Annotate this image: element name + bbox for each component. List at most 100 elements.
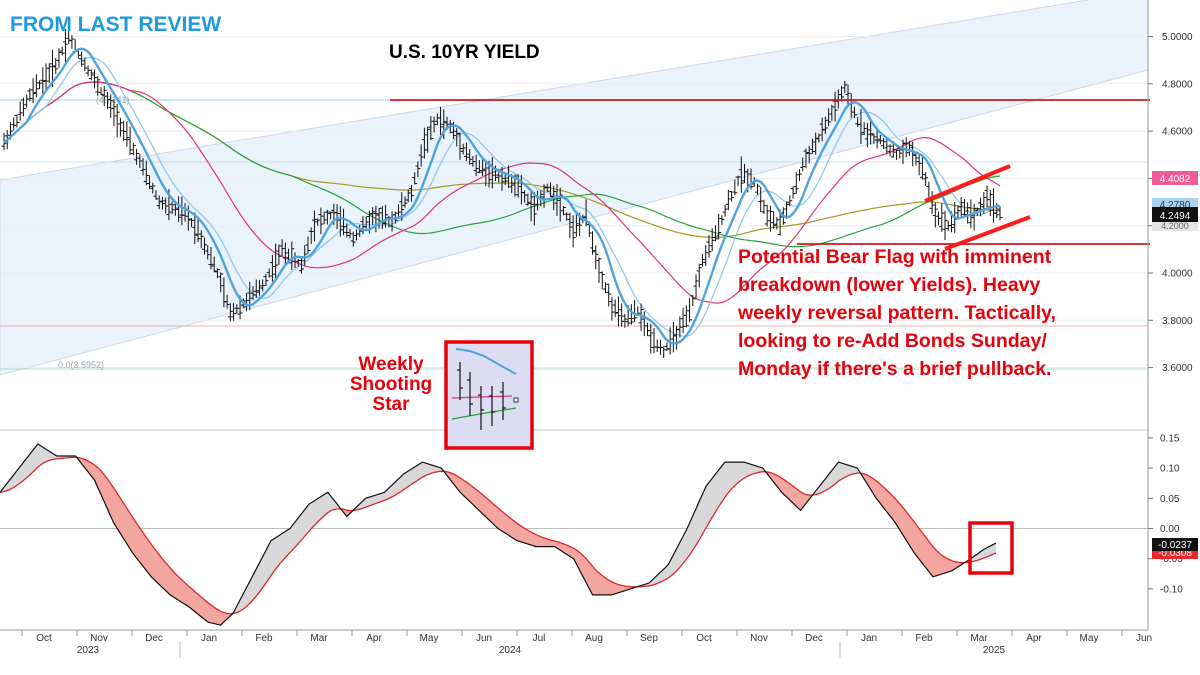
price-tick-label: 4.0000: [1162, 269, 1193, 280]
price-bar: [816, 133, 822, 143]
price-bar: [528, 191, 534, 222]
price-bar: [305, 236, 311, 254]
price-bar: [396, 204, 402, 217]
price-bar: [234, 304, 240, 314]
price-bar: [282, 242, 288, 264]
price-bar: [670, 321, 676, 353]
tag-osc-last-label: -0.0237: [1158, 540, 1192, 551]
tag-osc-last: -0.0237: [1152, 538, 1198, 551]
fib-label-upper: (4.7141): [96, 95, 130, 105]
tag-blue-label: 4.2780: [1160, 200, 1191, 211]
price-bar: [661, 346, 667, 359]
price-bar: [415, 161, 421, 178]
price-bar: [311, 210, 317, 242]
price-bar: [159, 196, 165, 210]
price-bar: [337, 206, 343, 237]
price-bar: [11, 117, 17, 131]
inset-bars: [457, 362, 506, 430]
price-bar: [101, 85, 107, 107]
bear-flag-upper: [924, 164, 1011, 203]
price-bar: [564, 212, 570, 221]
price-bar: [544, 183, 550, 192]
price-bar: [383, 204, 389, 228]
price-bar: [716, 213, 722, 240]
price-bar: [861, 122, 867, 136]
price-bar: [806, 145, 812, 164]
price-bar: [693, 274, 699, 300]
price-bar: [92, 69, 98, 89]
price-bar: [965, 202, 971, 224]
year-label-2024: 2024: [499, 645, 522, 656]
price-bar: [244, 292, 250, 312]
price-tick-label: 4.6000: [1162, 127, 1193, 138]
price-bar: [418, 144, 424, 167]
price-bar: [344, 223, 350, 238]
price-bar: [124, 121, 130, 147]
price-bar: [858, 108, 864, 145]
price-bar: [140, 158, 146, 176]
price-bar: [263, 273, 269, 287]
price-bar: [350, 231, 356, 247]
price-bar: [318, 207, 324, 235]
weekly-shooting-star-inset: [444, 340, 534, 450]
price-bar: [567, 212, 573, 239]
price-bar: [894, 149, 900, 160]
price-bar: [79, 51, 85, 67]
price-bar: [130, 142, 136, 156]
price-bar: [428, 116, 434, 141]
price-bar: [628, 304, 634, 325]
bear-flag-text-3: weekly reversal pattern. Tactically,: [737, 302, 1056, 324]
price-bar: [308, 227, 314, 245]
price-bar: [134, 148, 140, 165]
price-bar: [163, 197, 169, 214]
bear-flag-text-4: looking to re-Add Bonds Sunday/: [738, 330, 1047, 352]
price-bar: [732, 179, 738, 196]
price-bar: [195, 217, 201, 242]
x-tick-label: Sep: [640, 633, 658, 644]
price-bar: [797, 169, 803, 182]
x-tick-label: Feb: [915, 633, 933, 644]
price-bar: [622, 313, 628, 328]
price-bar: [871, 133, 877, 144]
price-bar: [525, 193, 531, 206]
tag-gray-label: 4.2000: [1161, 221, 1189, 231]
price-bar: [557, 187, 563, 222]
price-bar: [648, 323, 654, 354]
price-bar: [570, 215, 576, 248]
price-tick-label: 3.8000: [1162, 316, 1193, 327]
ma-blue-line: [3, 47, 1001, 345]
price-bar: [729, 191, 735, 202]
oscillator-highlight-box: [968, 521, 1014, 575]
price-bar: [590, 231, 596, 255]
price-tick-label: 3.6000: [1162, 363, 1193, 374]
price-bar: [127, 126, 133, 155]
x-tick-label: Apr: [366, 633, 382, 644]
price-bar: [137, 153, 143, 168]
price-bar: [289, 241, 295, 270]
price-bar: [276, 244, 282, 265]
x-tick-label: Jul: [533, 633, 546, 644]
price-bar: [324, 209, 330, 225]
price-bar: [868, 121, 874, 145]
x-tick-label: Mar: [310, 633, 328, 644]
price-bar: [819, 117, 825, 142]
price-bar: [813, 132, 819, 155]
price-bar: [46, 63, 52, 84]
price-bar: [942, 210, 948, 241]
price-bar: [910, 141, 916, 167]
price-bar: [839, 85, 845, 102]
tag-pink-label: 4.4082: [1160, 174, 1191, 185]
price-bar: [192, 212, 198, 245]
price-bar: [370, 207, 376, 225]
osc-tick-label: 0.00: [1160, 524, 1180, 535]
price-bar: [143, 160, 149, 186]
price-bar: [24, 94, 30, 108]
price-bar: [121, 120, 127, 142]
price-bar: [231, 302, 237, 321]
x-tick-label: Oct: [696, 633, 712, 644]
tag-last-price-label: 4.2494: [1160, 211, 1191, 222]
price-bar: [719, 215, 725, 225]
price-bar: [66, 29, 72, 44]
weekly-label-line-3: Star: [373, 394, 411, 415]
